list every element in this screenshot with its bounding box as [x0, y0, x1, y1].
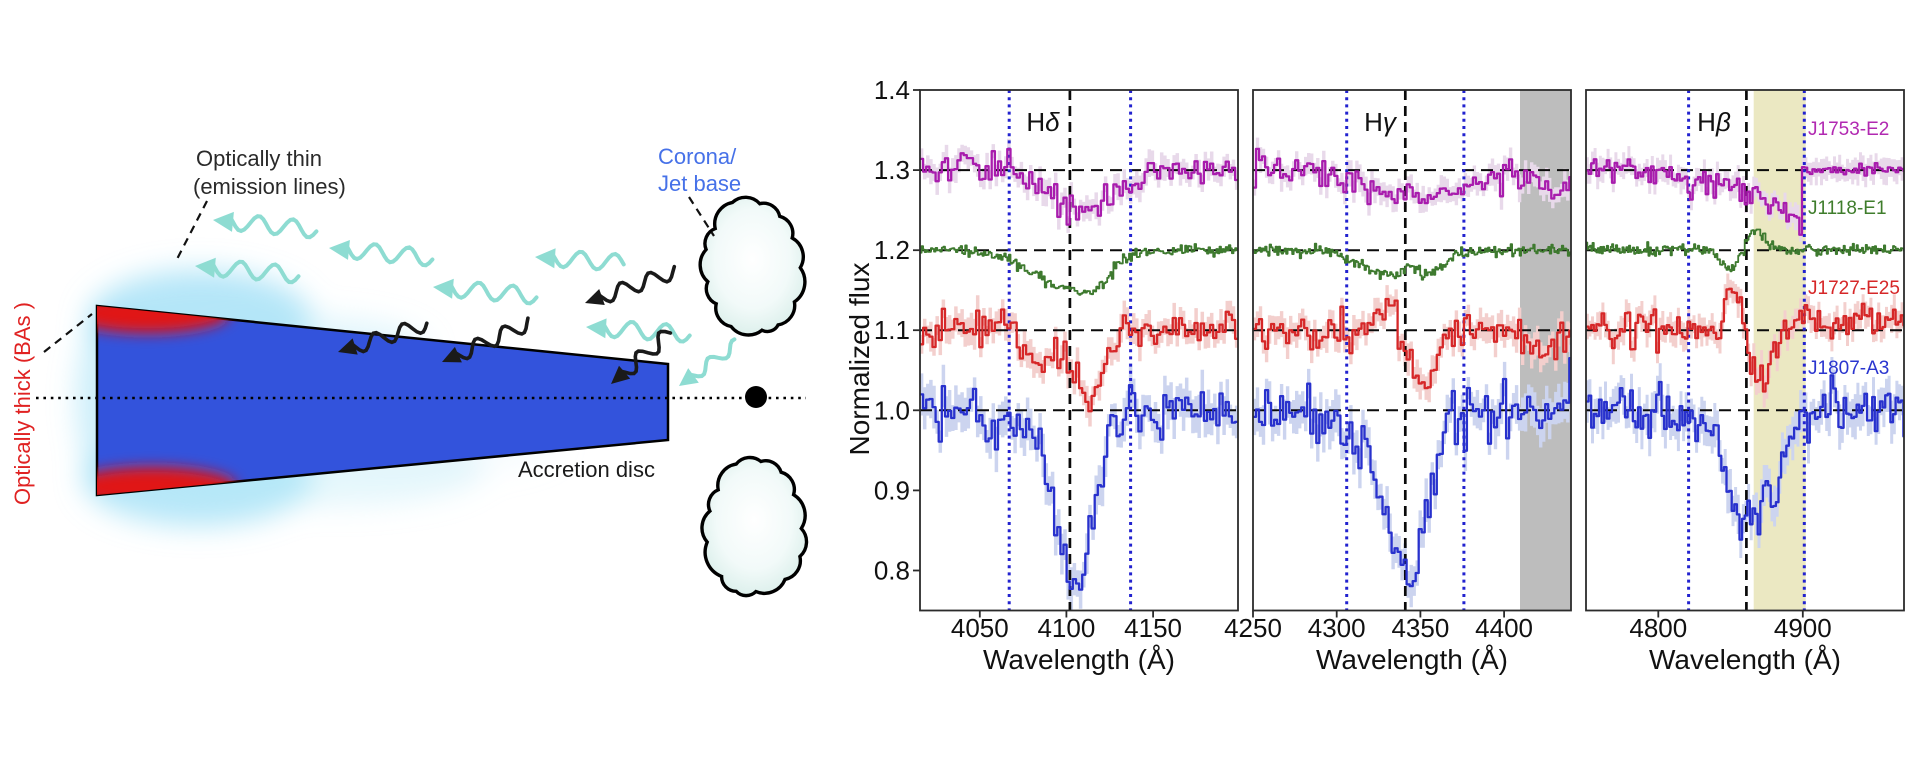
svg-text:Hβ: Hβ	[1697, 107, 1731, 137]
svg-text:Jet base: Jet base	[658, 171, 741, 196]
svg-text:1.2: 1.2	[874, 235, 910, 265]
svg-text:Normalized flux: Normalized flux	[844, 263, 875, 456]
svg-text:Corona/: Corona/	[658, 144, 737, 169]
svg-text:Optically thick (BAs ): Optically thick (BAs )	[10, 302, 35, 505]
svg-text:4350: 4350	[1391, 613, 1449, 643]
svg-text:4250: 4250	[1224, 613, 1282, 643]
svg-text:4400: 4400	[1475, 613, 1533, 643]
svg-text:4150: 4150	[1124, 613, 1182, 643]
svg-text:J1753-E2: J1753-E2	[1808, 119, 1889, 140]
svg-text:1.1: 1.1	[874, 315, 910, 345]
svg-text:J1118-E1: J1118-E1	[1808, 198, 1887, 219]
svg-text:4300: 4300	[1308, 613, 1366, 643]
svg-text:1.0: 1.0	[874, 395, 910, 425]
svg-text:4800: 4800	[1629, 613, 1687, 643]
svg-text:(emission lines): (emission lines)	[193, 174, 346, 199]
svg-text:Hδ: Hδ	[1026, 107, 1060, 137]
svg-text:0.9: 0.9	[874, 475, 910, 505]
svg-text:4100: 4100	[1037, 613, 1095, 643]
svg-text:Wavelength (Å): Wavelength (Å)	[983, 644, 1175, 675]
svg-text:J1807-A3: J1807-A3	[1808, 358, 1889, 379]
svg-text:Accretion disc: Accretion disc	[518, 457, 655, 482]
svg-text:1.3: 1.3	[874, 155, 910, 185]
svg-text:Wavelength (Å): Wavelength (Å)	[1649, 644, 1841, 675]
svg-text:Wavelength (Å): Wavelength (Å)	[1316, 644, 1508, 675]
svg-text:4050: 4050	[951, 613, 1009, 643]
svg-text:1.4: 1.4	[874, 75, 910, 105]
svg-text:Optically thin: Optically thin	[196, 146, 322, 171]
svg-text:J1727-E25: J1727-E25	[1808, 278, 1900, 299]
svg-text:0.8: 0.8	[874, 556, 910, 586]
svg-text:Hγ: Hγ	[1364, 107, 1398, 137]
svg-text:4900: 4900	[1774, 613, 1832, 643]
